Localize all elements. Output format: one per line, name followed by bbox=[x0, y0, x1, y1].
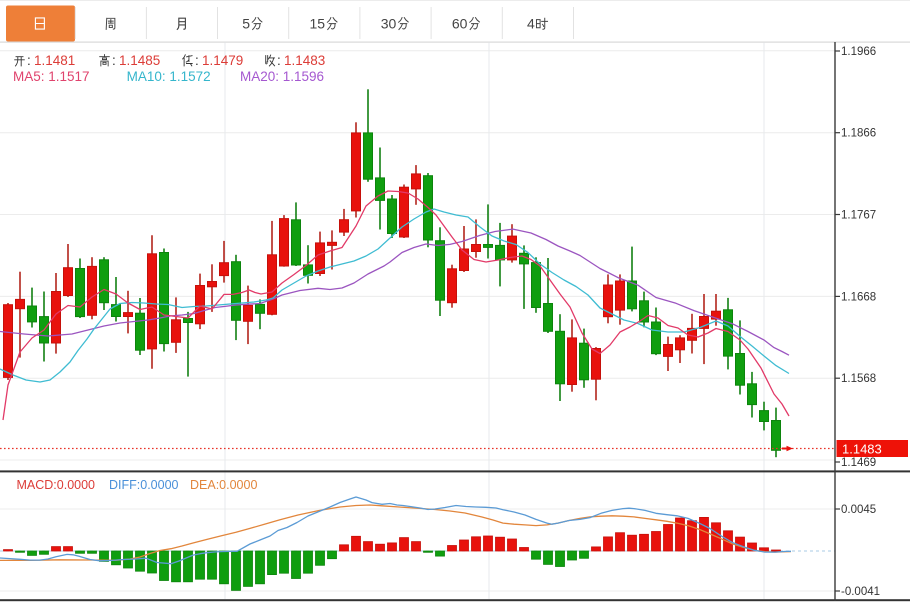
svg-text:MA20: 1.1596: MA20: 1.1596 bbox=[240, 69, 324, 84]
svg-text:15: 15 bbox=[310, 16, 326, 32]
svg-text:DIFF:0.0000: DIFF:0.0000 bbox=[109, 478, 179, 492]
svg-text:1.1866: 1.1866 bbox=[841, 128, 876, 140]
svg-text::: : bbox=[112, 53, 116, 68]
svg-text:1.1485: 1.1485 bbox=[119, 53, 160, 68]
svg-text:MA5: 1.1517: MA5: 1.1517 bbox=[13, 69, 90, 84]
svg-text:1.1483: 1.1483 bbox=[842, 442, 882, 457]
svg-text:0.0045: 0.0045 bbox=[841, 504, 876, 516]
svg-text:MA10: 1.1572: MA10: 1.1572 bbox=[127, 69, 211, 84]
svg-text:4: 4 bbox=[527, 16, 535, 32]
svg-text:1.1481: 1.1481 bbox=[34, 53, 75, 68]
svg-text:1.1668: 1.1668 bbox=[841, 291, 876, 303]
svg-text:30: 30 bbox=[381, 16, 397, 32]
svg-text:1.1483: 1.1483 bbox=[284, 53, 325, 68]
svg-text:5: 5 bbox=[242, 16, 250, 32]
svg-text:-0.0041: -0.0041 bbox=[841, 586, 880, 598]
svg-text::: : bbox=[27, 53, 31, 68]
svg-text::: : bbox=[195, 53, 199, 68]
svg-text:60: 60 bbox=[452, 16, 468, 32]
svg-text:1.1479: 1.1479 bbox=[202, 53, 243, 68]
svg-text:1.1966: 1.1966 bbox=[841, 46, 876, 58]
svg-text:DEA:0.0000: DEA:0.0000 bbox=[190, 478, 257, 492]
svg-text:1.1469: 1.1469 bbox=[841, 457, 876, 469]
svg-text:MACD:0.0000: MACD:0.0000 bbox=[17, 478, 96, 492]
svg-text:1.1568: 1.1568 bbox=[841, 373, 876, 385]
svg-text::: : bbox=[277, 53, 281, 68]
svg-text:1.1767: 1.1767 bbox=[841, 210, 876, 222]
